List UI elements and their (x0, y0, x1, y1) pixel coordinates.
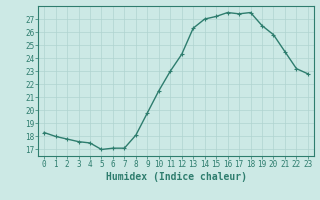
X-axis label: Humidex (Indice chaleur): Humidex (Indice chaleur) (106, 172, 246, 182)
